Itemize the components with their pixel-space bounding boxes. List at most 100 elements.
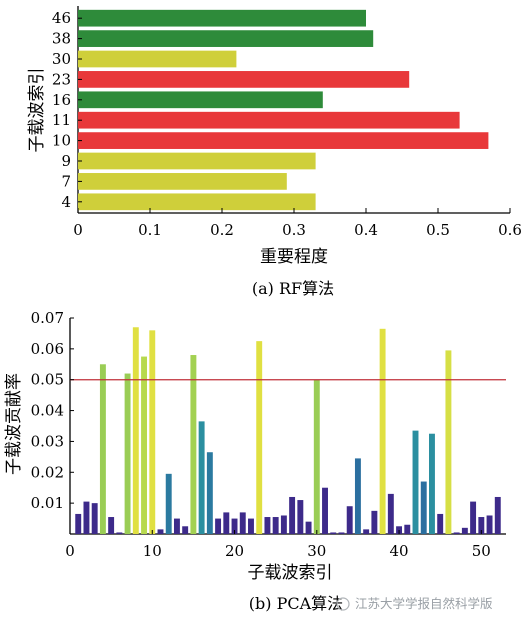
chart-b-bars <box>75 327 501 534</box>
chart-b-x-tick-label: 10 <box>143 542 162 560</box>
chart-b-bar <box>280 515 287 534</box>
chart-b-y-tick-label: 0.04 <box>31 402 64 420</box>
chart-a-category-label: 30 <box>52 50 71 68</box>
chart-b-bar <box>486 515 493 534</box>
chart-b-bar <box>141 356 147 534</box>
chart-a-category-label: 10 <box>52 132 71 150</box>
chart-b-bar <box>445 350 452 534</box>
chart-b-x-tick-label: 0 <box>65 542 75 560</box>
chart-b-bar <box>371 510 378 534</box>
chart-b-bar <box>330 532 337 534</box>
chart-b-bar <box>108 517 115 534</box>
chart-b-y-tick-label: 0.05 <box>31 371 64 389</box>
chart-b-bar <box>173 518 180 534</box>
chart-b-bar <box>91 503 98 534</box>
chart-b-bar <box>429 433 435 534</box>
chart-a-category-label: 38 <box>52 30 71 48</box>
chart-a-y-axis-label: 子载波索引 <box>27 68 47 153</box>
chart-a-bar <box>78 152 316 170</box>
chart-b-bar <box>387 493 394 534</box>
chart-a-x-tick-label: 0.6 <box>498 221 522 239</box>
chart-a-bar <box>78 50 237 68</box>
chart-a-bar <box>78 91 323 109</box>
chart-a-category-label: 46 <box>52 9 71 27</box>
chart-b-pca-contribution: 0.01 0.02 0.03 0.04 0.05 0.06 0.07 0 10 20 30 40 50… <box>4 309 506 613</box>
chart-a-category-label: 9 <box>61 152 71 170</box>
chart-b-bar <box>453 532 460 534</box>
chart-a-rf-importance: 46 38 30 23 16 11 10 9 7 4 0 0.1 0.2 0.3 0.4 0.5 0.6 重要… <box>27 6 522 298</box>
chart-b-bar <box>297 500 304 534</box>
chart-b-bar <box>215 518 222 534</box>
chart-b-x-tick-label: 50 <box>472 542 491 560</box>
watermark: 江苏大学学报自然科学版 <box>336 596 493 611</box>
chart-b-bar <box>420 481 427 534</box>
chart-b-bar <box>264 517 271 534</box>
chart-b-bar <box>231 518 238 534</box>
chart-b-bar <box>289 496 296 534</box>
chart-b-bar <box>412 430 419 534</box>
chart-a-x-tick-label: 0 <box>73 221 83 239</box>
chart-b-bar <box>354 458 361 534</box>
chart-b-caption: (b) PCA算法 <box>249 594 343 613</box>
chart-b-bar <box>363 529 370 534</box>
chart-b-bar <box>322 487 328 534</box>
chart-a-x-tick-label: 0.1 <box>138 221 162 239</box>
wechat-logo-icon <box>336 597 350 611</box>
chart-b-y-tick-label: 0.06 <box>31 340 64 358</box>
chart-a-x-axis-label: 重要程度 <box>260 247 328 267</box>
chart-b-bar <box>437 513 444 534</box>
chart-a-bars <box>78 9 489 211</box>
chart-a-x-tick-label: 0.5 <box>426 221 450 239</box>
chart-b-y-tick-label: 0.07 <box>31 309 64 327</box>
chart-b-bar <box>149 330 156 534</box>
chart-b-bar <box>206 452 213 534</box>
chart-b-bar <box>346 506 353 534</box>
chart-b-bar <box>272 517 279 534</box>
chart-b-y-tick-label: 0.03 <box>31 432 64 450</box>
chart-b-bar <box>182 526 189 534</box>
chart-b-bar <box>223 512 230 534</box>
chart-a-category-labels: 46 38 30 23 16 11 10 9 7 4 <box>52 9 82 211</box>
chart-b-bar <box>132 327 139 534</box>
chart-b-bar <box>379 328 386 534</box>
chart-a-bar <box>78 30 374 47</box>
chart-a-bar <box>78 9 366 27</box>
chart-b-bar <box>198 421 205 534</box>
chart-b-x-ticks: 0 10 20 30 40 50 <box>65 530 491 560</box>
chart-b-bar <box>256 341 263 534</box>
chart-b-bar <box>99 364 106 534</box>
chart-b-x-axis-label: 子载波索引 <box>248 563 333 583</box>
chart-b-bar <box>404 524 411 534</box>
chart-b-x-tick-label: 30 <box>307 542 326 560</box>
chart-b-x-tick-label: 40 <box>390 542 409 560</box>
chart-b-bar <box>478 517 485 534</box>
chart-b-bar <box>116 532 123 534</box>
chart-b-bar <box>305 521 312 534</box>
chart-b-y-tick-label: 0.01 <box>31 494 64 512</box>
chart-a-category-label: 16 <box>52 91 71 109</box>
chart-a-x-tick-label: 0.4 <box>354 221 378 239</box>
chart-b-x-tick-label: 20 <box>225 542 244 560</box>
chart-b-bar <box>494 496 501 534</box>
chart-a-bar <box>78 71 410 88</box>
chart-b-bar <box>470 501 477 534</box>
chart-b-y-axis-label: 子载波贡献率 <box>4 373 24 475</box>
watermark-text: 江苏大学学报自然科学版 <box>355 596 493 611</box>
chart-a-bar <box>78 132 489 149</box>
chart-a-bar <box>78 193 316 211</box>
chart-b-bar <box>338 532 345 534</box>
chart-a-x-tick-label: 0.2 <box>210 221 234 239</box>
chart-b-bar <box>83 501 90 534</box>
chart-a-category-label: 11 <box>52 111 71 129</box>
chart-b-bar <box>124 373 131 534</box>
chart-b-bar <box>313 379 320 534</box>
chart-b-bar <box>157 529 164 534</box>
chart-b-bar <box>190 355 197 534</box>
chart-b-y-tick-label: 0.02 <box>31 463 64 481</box>
chart-b-bar <box>165 473 172 534</box>
chart-a-x-tick-label: 0.3 <box>282 221 306 239</box>
chart-a-bar <box>78 111 460 129</box>
chart-b-bar <box>239 512 246 534</box>
chart-a-category-label: 7 <box>61 172 71 190</box>
